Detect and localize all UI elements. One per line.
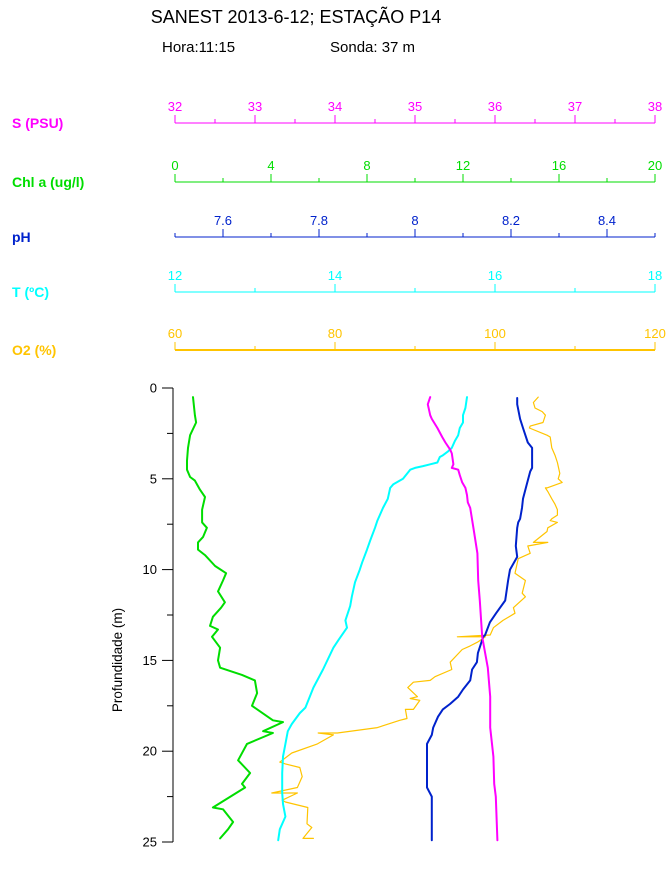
subtitle-sonda: Sonda: 37 m [330, 39, 416, 56]
axis-label-T: T (ºC) [12, 284, 49, 300]
tick-label-pH: 8.4 [598, 213, 616, 228]
depth-axis-title: Profundidade (m) [110, 608, 125, 712]
depth-tick-label: 5 [150, 471, 157, 486]
chart-title: SANEST 2013-6-12; ESTAÇÃO P14 [150, 7, 442, 27]
series-curve-T [277, 396, 468, 842]
series-curve-Chl [186, 396, 284, 840]
depth-tick-label: 15 [143, 653, 157, 668]
tick-label-S: 38 [648, 99, 662, 114]
tick-label-T: 16 [488, 268, 502, 283]
tick-label-Chl: 16 [552, 158, 566, 173]
tick-label-O2: 60 [168, 326, 182, 341]
depth-tick-label: 20 [143, 744, 157, 759]
tick-label-O2: 100 [484, 326, 506, 341]
tick-label-pH: 8.2 [502, 213, 520, 228]
tick-label-pH: 7.6 [214, 213, 232, 228]
axis-label-pH: pH [12, 229, 31, 245]
tick-label-Chl: 8 [363, 158, 370, 173]
tick-label-Chl: 0 [171, 158, 178, 173]
tick-label-T: 14 [328, 268, 342, 283]
tick-label-S: 33 [248, 99, 262, 114]
tick-label-Chl: 20 [648, 158, 662, 173]
subtitle-hora: Hora:11:15 [162, 39, 236, 56]
tick-label-Chl: 12 [456, 158, 470, 173]
depth-tick-label: 10 [143, 562, 157, 577]
tick-label-O2: 80 [328, 326, 342, 341]
depth-tick-label: 25 [143, 835, 157, 850]
series-curve-O2 [271, 396, 563, 840]
tick-label-S: 35 [408, 99, 422, 114]
series-curve-pH [426, 397, 534, 842]
axis-label-O2: O2 (%) [12, 342, 56, 358]
depth-tick-label: 0 [150, 381, 157, 396]
tick-label-S: 36 [488, 99, 502, 114]
tick-label-T: 12 [168, 268, 182, 283]
tick-label-S: 32 [168, 99, 182, 114]
tick-label-S: 37 [568, 99, 582, 114]
tick-label-T: 18 [648, 268, 662, 283]
tick-label-S: 34 [328, 99, 342, 114]
tick-label-pH: 7.8 [310, 213, 328, 228]
axis-label-Chl: Chl a (ug/l) [12, 174, 84, 190]
tick-label-pH: 8 [411, 213, 418, 228]
series-curve-S [426, 396, 499, 842]
tick-label-O2: 120 [644, 326, 666, 341]
tick-label-Chl: 4 [267, 158, 274, 173]
axis-label-S: S (PSU) [12, 115, 63, 131]
